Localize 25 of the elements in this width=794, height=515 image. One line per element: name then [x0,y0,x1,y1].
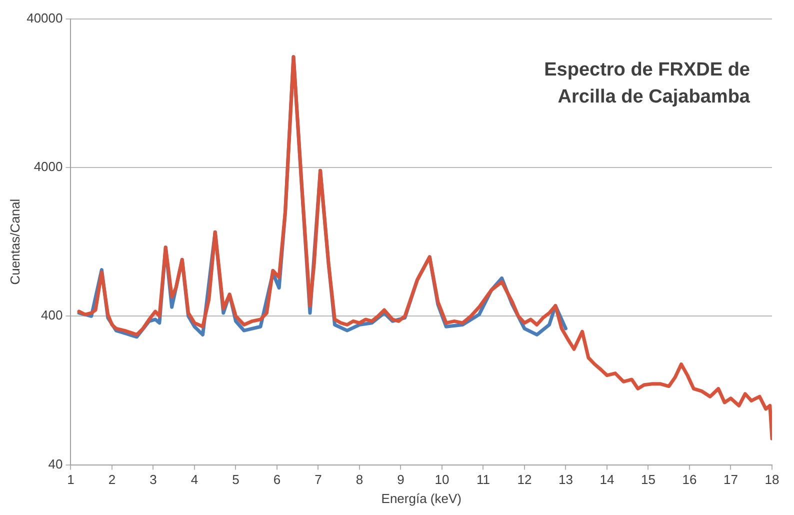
y-axis-title: Cuentas/Canal [7,198,22,285]
text: Espectro de FRXDE de Arcilla de Cajabamba [544,60,750,108]
y-tick-label: 40 [48,456,63,472]
x-tick-label: 9 [397,472,404,488]
x-tick-label: 12 [517,472,532,488]
x-tick-label: 7 [314,472,322,488]
x-tick-label: 5 [232,472,240,488]
x-tick-label: 15 [641,472,656,488]
x-tick-label: 16 [682,472,697,488]
x-tick-label: 18 [764,472,780,488]
x-tick-label: 3 [150,472,157,488]
x-tick-label: 17 [724,472,738,488]
x-tick-label: 6 [273,472,281,488]
x-tick-label: 8 [356,472,364,488]
x-tick-label: 4 [190,472,198,488]
y-tick-label: 40000 [26,10,63,26]
x-tick-label: 2 [108,472,116,488]
x-axis-title: Energía (keV) [381,490,462,506]
x-tick-label: 1 [67,472,74,488]
y-tick-label: 4000 [34,159,63,174]
x-tick-label: 14 [600,472,614,488]
y-tick-label: 400 [41,308,63,323]
x-tick-label: 13 [558,472,573,488]
x-tick-label: 10 [434,472,450,488]
x-tick-label: 11 [476,472,490,488]
